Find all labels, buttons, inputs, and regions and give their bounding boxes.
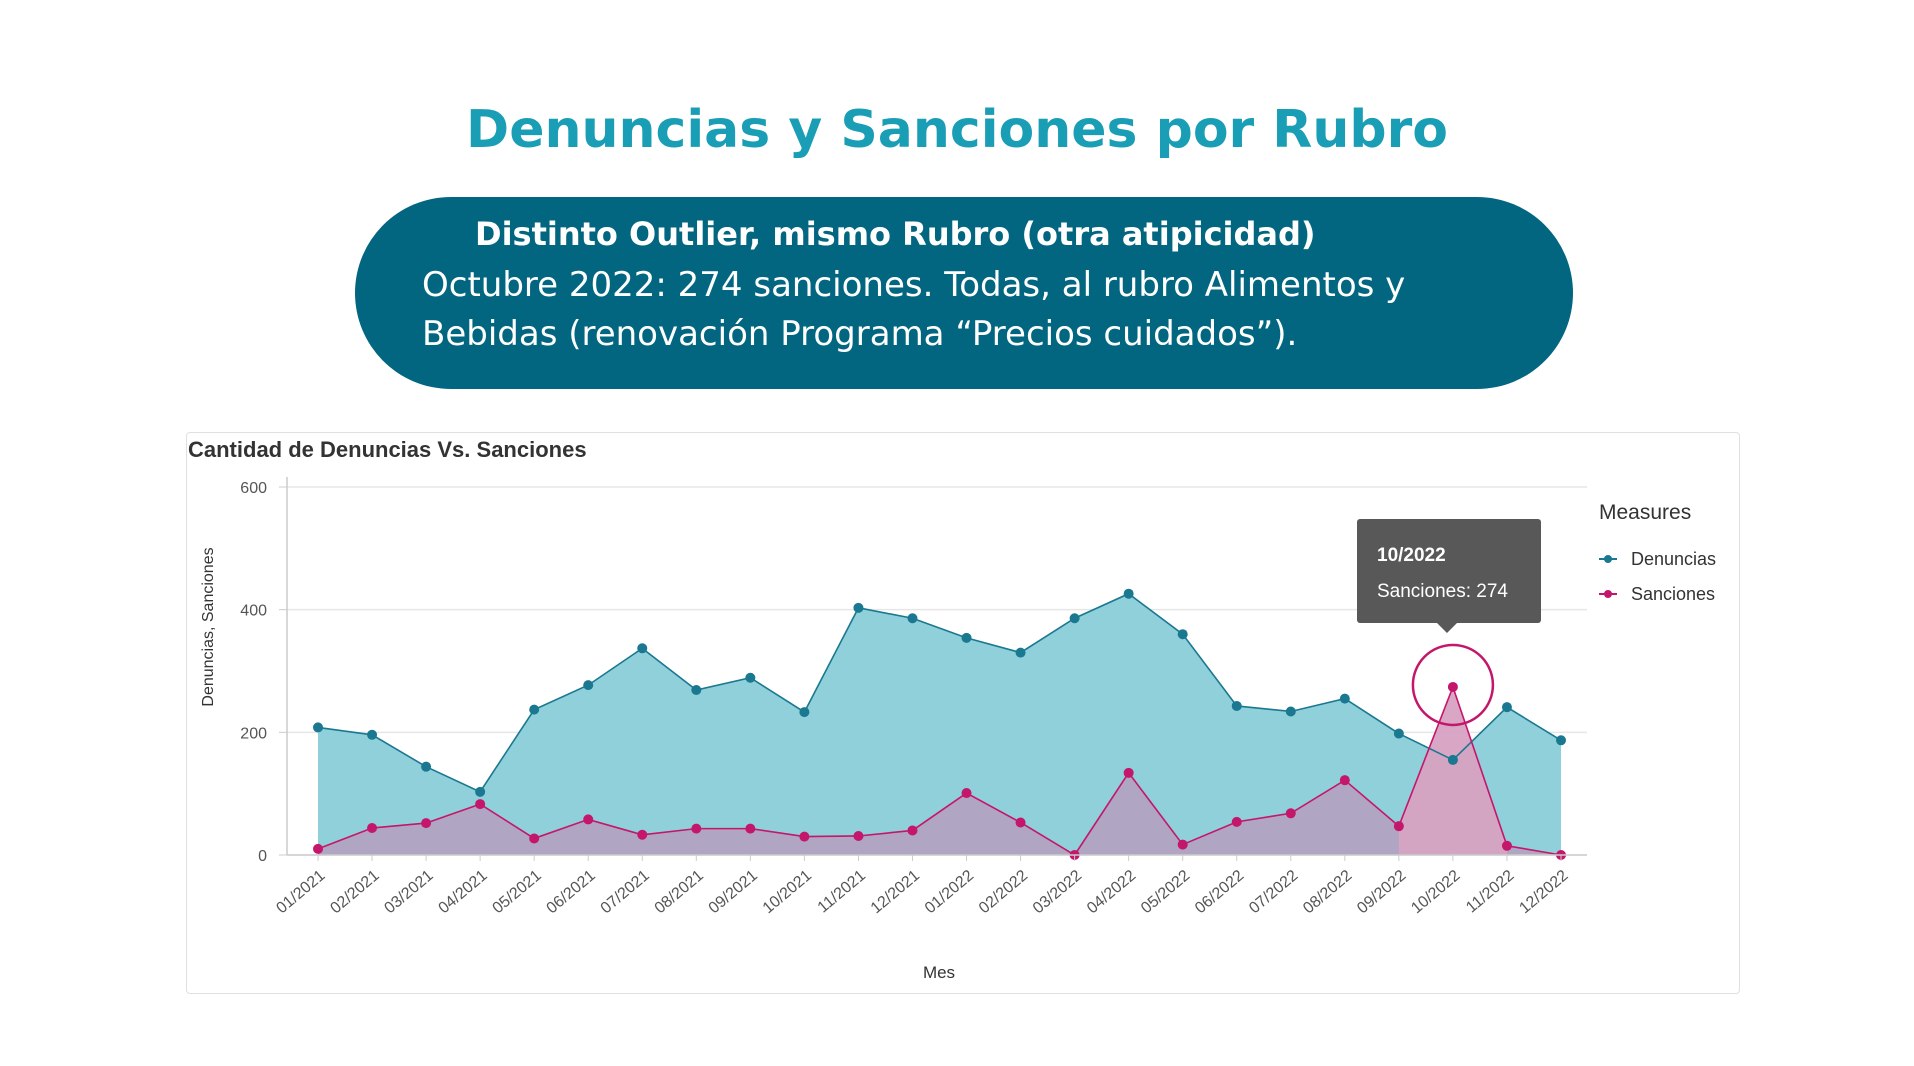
point-denuncias[interactable]: [799, 707, 810, 718]
callout-heading: Distinto Outlier, mismo Rubro (otra atip…: [475, 215, 1316, 253]
point-sanciones[interactable]: [583, 814, 594, 825]
line-sanciones: [317, 684, 1562, 857]
point-denuncias[interactable]: [529, 704, 540, 715]
x-tick-label: 09/2022: [1354, 867, 1409, 917]
x-tick-label: 08/2021: [652, 867, 707, 917]
line-denuncias: [317, 592, 1562, 793]
outlier-highlight-ring: [1411, 643, 1495, 727]
point-sanciones[interactable]: [691, 823, 702, 834]
x-tick-label: 03/2021: [381, 867, 436, 917]
point-denuncias[interactable]: [853, 602, 864, 613]
x-tick-label: 05/2022: [1138, 867, 1193, 917]
x-tick-label: 04/2021: [435, 867, 490, 917]
legend-swatch-sanciones: [1604, 590, 1612, 598]
point-denuncias[interactable]: [637, 643, 648, 654]
point-denuncias[interactable]: [475, 786, 486, 797]
point-sanciones[interactable]: [1285, 808, 1296, 819]
point-sanciones[interactable]: [1231, 816, 1242, 827]
point-denuncias[interactable]: [691, 685, 702, 696]
x-tick-label: 06/2021: [544, 867, 599, 917]
point-denuncias[interactable]: [1393, 728, 1404, 739]
point-sanciones[interactable]: [1123, 767, 1134, 778]
point-denuncias[interactable]: [745, 672, 756, 683]
point-denuncias[interactable]: [1339, 693, 1350, 704]
y-axis-label: Denuncias, Sanciones: [200, 547, 217, 706]
point-sanciones[interactable]: [475, 799, 486, 810]
y-tick-label: 600: [240, 480, 267, 497]
point-sanciones[interactable]: [313, 843, 323, 854]
legend-label-denuncias: Denuncias: [1631, 549, 1716, 569]
point-denuncias[interactable]: [907, 613, 918, 624]
point-sanciones[interactable]: [1447, 681, 1458, 692]
legend-label-sanciones: Sanciones: [1631, 584, 1715, 604]
point-sanciones[interactable]: [421, 818, 432, 829]
y-tick-label: 400: [240, 603, 267, 620]
x-axis-label: Mes: [923, 963, 955, 982]
legend-item-denuncias[interactable]: Denuncias: [1599, 549, 1716, 569]
point-sanciones[interactable]: [637, 829, 648, 840]
highlight-spike-area: [1398, 686, 1507, 855]
x-tick-label: 02/2022: [976, 867, 1031, 917]
point-denuncias[interactable]: [1123, 588, 1134, 599]
x-tick-label: 04/2022: [1084, 867, 1139, 917]
x-tick-label: 06/2022: [1192, 867, 1247, 917]
legend-swatch-denuncias: [1604, 555, 1612, 563]
tooltip: 10/2022 Sanciones: 274: [1357, 519, 1541, 633]
point-sanciones[interactable]: [367, 823, 378, 834]
point-sanciones[interactable]: [799, 831, 810, 842]
slide-title: Denuncias y Sanciones por Rubro: [466, 100, 1448, 160]
point-sanciones[interactable]: [907, 825, 918, 836]
legend-title: Measures: [1599, 501, 1691, 524]
x-tick-label: 07/2022: [1246, 867, 1301, 917]
x-tick-label: 10/2022: [1408, 867, 1463, 917]
point-denuncias[interactable]: [313, 722, 323, 733]
point-denuncias[interactable]: [583, 680, 594, 691]
x-tick-label: 02/2021: [327, 867, 382, 917]
point-denuncias[interactable]: [1556, 735, 1566, 746]
chart-title: Cantidad de Denuncias Vs. Sanciones: [188, 437, 587, 462]
point-denuncias[interactable]: [421, 761, 432, 772]
point-denuncias[interactable]: [1231, 700, 1242, 711]
x-tick-label: 09/2021: [706, 867, 761, 917]
point-sanciones[interactable]: [1339, 775, 1350, 786]
x-tick-label: 03/2022: [1030, 867, 1085, 917]
y-tick-label: 0: [258, 848, 267, 865]
x-tick-label: 11/2021: [815, 867, 869, 917]
x-tick-label: 07/2021: [598, 867, 653, 917]
x-tick-label: 01/2022: [922, 867, 977, 917]
point-sanciones[interactable]: [745, 823, 756, 834]
chart-card: Cantidad de Denuncias Vs. Sanciones 0 200…: [186, 432, 1740, 994]
insight-callout: Distinto Outlier, mismo Rubro (otra atip…: [355, 197, 1573, 389]
point-sanciones[interactable]: [1501, 840, 1512, 851]
x-tick-label: 12/2021: [868, 867, 923, 917]
x-tick-label: 12/2022: [1516, 867, 1571, 917]
point-sanciones[interactable]: [1015, 817, 1026, 828]
legend: Measures Denuncias Sanciones: [1599, 501, 1716, 604]
point-denuncias[interactable]: [961, 632, 972, 643]
x-tick-label: 08/2022: [1300, 867, 1355, 917]
y-tick-label: 200: [240, 725, 267, 742]
point-denuncias[interactable]: [1447, 754, 1458, 765]
tooltip-value: Sanciones: 274: [1377, 581, 1508, 602]
x-tick-label: 01/2021: [273, 867, 328, 917]
x-tick-label: 10/2021: [760, 867, 815, 917]
point-sanciones[interactable]: [1393, 821, 1404, 832]
point-sanciones[interactable]: [529, 833, 540, 844]
callout-body: Octubre 2022: 274 sanciones. Todas, al r…: [422, 265, 1406, 354]
tooltip-category: 10/2022: [1377, 545, 1446, 566]
x-tick-label: 05/2021: [490, 867, 545, 917]
point-sanciones[interactable]: [961, 788, 972, 799]
x-tick-label: 11/2022: [1463, 867, 1517, 917]
point-denuncias[interactable]: [1177, 629, 1188, 640]
point-sanciones[interactable]: [853, 830, 864, 841]
point-denuncias[interactable]: [1015, 647, 1026, 658]
point-denuncias[interactable]: [1501, 702, 1512, 713]
point-denuncias[interactable]: [1069, 613, 1080, 624]
point-denuncias[interactable]: [1285, 706, 1296, 717]
point-sanciones[interactable]: [1177, 839, 1188, 850]
area-denuncias: [318, 593, 1561, 855]
chart-svg: Cantidad de Denuncias Vs. Sanciones 0 200…: [188, 437, 1716, 982]
legend-item-sanciones[interactable]: Sanciones: [1599, 584, 1715, 604]
point-denuncias[interactable]: [367, 729, 378, 740]
